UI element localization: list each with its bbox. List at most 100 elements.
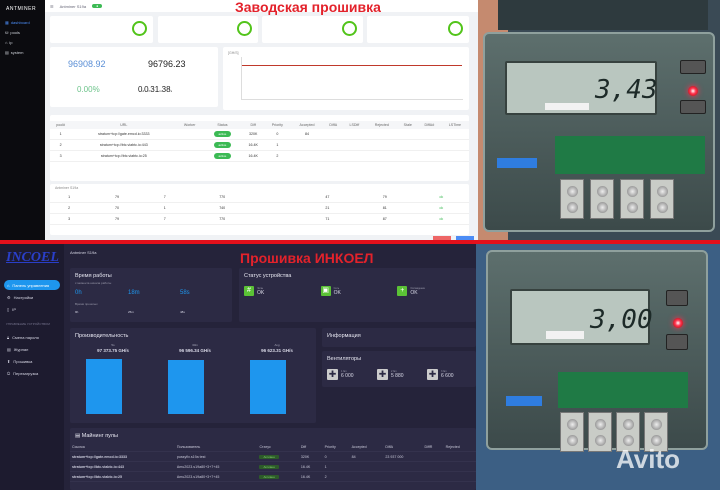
table-cell [417,129,441,140]
performance-title: Производительность [75,333,129,339]
column-header: LSDiff [342,121,366,129]
table-cell [323,129,343,140]
status-item: ▣ Сеть OK [320,286,398,296]
table-row: 2 70 1 740 21 81 ok [50,202,469,214]
table-cell [440,139,469,151]
reject-rate: 0.00% [77,85,100,94]
meter-photo-incoel: 3,00 Avito [476,244,720,490]
sidebar: INCOEL ⌂ Панель управления ⚙ Настройки ▯ IP… [0,244,64,490]
table-cell: 7 [145,213,184,225]
table-cell [443,471,476,482]
table-cell: Активен [257,451,299,462]
firmware-icon: ⬆ [7,358,11,364]
sidebar-item-password[interactable]: 🔒︎ Смена пароля [7,334,39,340]
terminal [650,179,674,219]
fan-rpm: 5 880 [391,373,404,379]
table-cell: 770 [183,213,261,225]
status-ok-icon: ▣ [320,286,331,296]
table-cell: stratum+tcp://btc.viabtc.io:443 [71,139,177,151]
cell-text: 16.4K [248,143,258,147]
cell-text: stratum+tcp://gate.emcd.io:3333 [98,132,150,136]
sidebar-item-ip[interactable]: ▯ IP [7,306,16,312]
antminer-dashboard: ANTMINER ▦ dashboard ⛁ pools ⌂ ip ▤ system ☰… [0,0,478,241]
pools-title: ▤ Майнинг пулы [75,433,118,439]
table-row: 1 stratum+tcp://gate.emcd.io:3333 active 32… [50,129,469,140]
table-cell: 7 [145,192,184,203]
status-item: # Чипы OK [244,286,321,296]
table-cell: stratum+tcp://btc.viabtc.io:25 [71,150,177,162]
table-cell [176,139,203,151]
status-label: Сеть [333,286,340,290]
sidebar-item-ip[interactable]: ⌂ ip [5,39,13,45]
sidebar-item-system[interactable]: ▤ system [5,49,24,55]
terminal [560,412,584,452]
save-button[interactable] [456,236,474,241]
table-cell [342,129,366,140]
menu-icon[interactable]: ☰ [50,3,54,9]
status-pill: active [213,131,232,137]
fan-item: ✚ 2 fan 5 880 [377,369,427,380]
table-cell [397,139,418,151]
cell-text: stratum+tcp://btc.viabtc.io:443 [99,143,148,147]
terminal [620,179,644,219]
chains-table-card: Antminer S19a 1 79 7 770 47 79 ok 2 70 1 740 21 81 ok… [50,184,469,235]
column-header: Статус [257,442,299,452]
device-icon: ▯ [7,306,10,312]
terminal [588,412,612,452]
status-badge: ● [92,4,103,8]
table-row: stratum+tcp://gate.emcd.io:3333 pussyfix.… [70,451,476,462]
table-cell: 1 [322,461,350,472]
stat-card [50,16,153,43]
column-header: pool# [50,121,72,129]
sidebar-item-pools[interactable]: ⛁ pools [5,29,20,35]
table-cell [443,461,476,472]
table-cell: 1 [50,192,89,203]
table-cell [422,461,444,472]
status-value: OK [333,289,341,296]
blue-terminal [497,158,537,168]
column-header: Accepted [290,121,324,129]
column-header: Status [202,121,242,129]
model-label: Antminer S19a [59,3,87,9]
sidebar-item-log[interactable]: ▤ Журнал [7,346,29,352]
sidebar-item-firmware[interactable]: ⬆ Прошивка [7,358,33,364]
table-cell: 70 [88,202,146,214]
column-header: Diff [298,442,323,452]
table-cell [342,150,366,162]
overlay-title: Прошивка ИНКОЕЛ [240,250,374,266]
power-icon: ⏻ [7,370,11,376]
fan-label: 2 fan [391,370,397,373]
column-header: LSTime [440,121,469,129]
table-cell: stratum+tcp://gate.emcd.io:3333 [71,129,177,140]
perf-bar [86,359,122,414]
pools-table: pool# URL Worker Status Diff Priority Accepted… [50,121,469,162]
info-title: Информация [327,333,361,339]
table-cell [383,461,423,472]
red-led [673,318,683,328]
table-cell: Активен [257,461,299,472]
table-cell: 16.4K [298,461,323,472]
table-cell [440,129,469,140]
sidebar-item-dashboard[interactable]: ⌂ Панель управления [4,280,60,290]
sidebar-item-reboot[interactable]: ⏻ Перезагрузка [7,370,39,376]
server-icon: ▤ [75,433,82,439]
sidebar-item-settings[interactable]: ⚙ Настройки [7,294,34,300]
table-cell: 81 [356,202,414,214]
table-cell [397,129,418,140]
system-icon: ▤ [5,49,9,55]
brand-logo: INCOEL [6,250,59,265]
chart-title: [GH/S] [228,51,239,55]
terminal [560,179,584,219]
meter-button [680,100,706,114]
model-label: Antminer S19a [70,250,97,255]
table-cell: stratum+tcp://gate.emcd.io:3333 [70,451,175,462]
table-cell [417,139,441,151]
sidebar-item-dashboard[interactable]: ▦ dashboard [5,19,30,25]
chains-title: Antminer S19a [55,186,79,190]
uptime: 0d0h31m38s [138,85,173,94]
cancel-button[interactable] [433,236,451,241]
fan-item: ✚ 3 fan 6 600 [427,369,477,380]
table-cell [422,471,444,482]
performance-card: Производительность 5s 97 373.75 GH/s 30m 96… [70,328,316,423]
incoel-dashboard: INCOEL ⌂ Панель управления ⚙ Настройки ▯ IP… [0,244,476,490]
